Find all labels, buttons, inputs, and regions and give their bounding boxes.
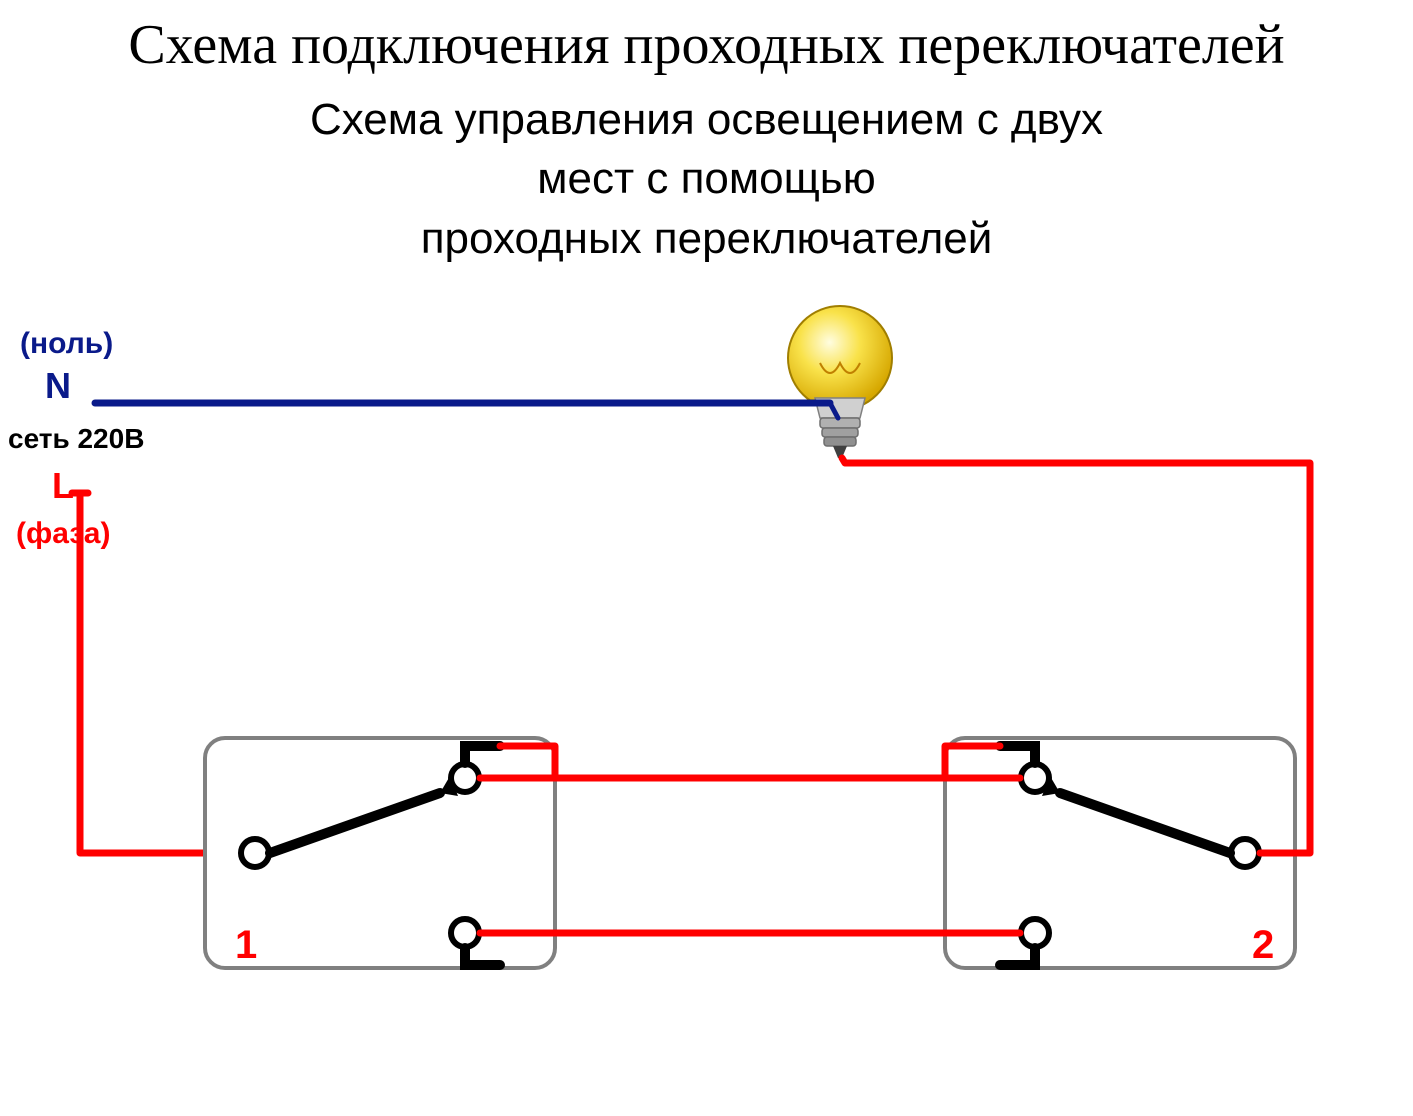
label-power: сеть 220В (8, 423, 144, 454)
switch-1-number: 1 (235, 923, 257, 967)
subtitle-line-3: проходных переключателей (421, 214, 993, 263)
page-subtitle: Схема управления освещением с двух мест … (0, 90, 1413, 268)
label-neutral-letter: N (45, 365, 71, 406)
switch-2-number: 2 (1252, 923, 1274, 967)
traveler-wires (480, 746, 1020, 933)
lightbulb-icon (788, 306, 892, 458)
page-title: Схема подключения проходных переключател… (0, 0, 1413, 80)
label-phase-paren: (фаза) (16, 517, 110, 550)
subtitle-line-1: Схема управления освещением с двух (310, 95, 1103, 144)
circuit-diagram: (ноль) N сеть 220В L (фаза) 1 2 (0, 268, 1413, 988)
subtitle-line-2: мест с помощью (537, 154, 875, 203)
label-phase-letter: L (52, 465, 74, 506)
circuit-svg: (ноль) N сеть 220В L (фаза) 1 2 (0, 268, 1413, 988)
label-neutral-paren: (ноль) (20, 327, 113, 360)
